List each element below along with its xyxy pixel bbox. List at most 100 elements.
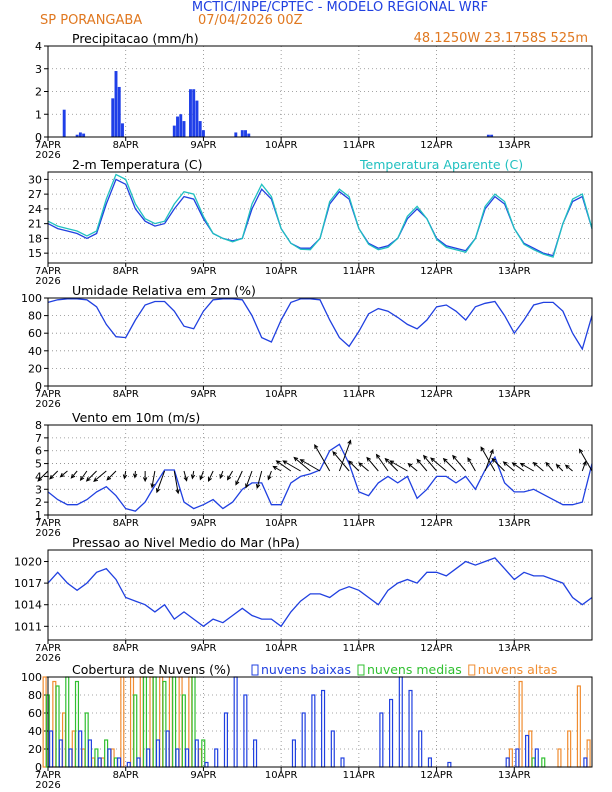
cloud-bar (129, 676, 135, 768)
cloud-bar (528, 730, 533, 768)
wind-arrow (467, 457, 476, 472)
wind-arrow (532, 461, 544, 472)
cloud-bar (55, 685, 60, 768)
wind-arrow (348, 460, 360, 472)
cloud-bar (191, 676, 196, 768)
page-title: MCTIC/INPE/CPTEC - MODELO REGIONAL WRF (192, 0, 488, 15)
legend-swatch (251, 664, 259, 676)
y-tick-label: 6 (35, 445, 42, 458)
y-tick-label: 18 (28, 232, 42, 245)
legend-swatch (468, 664, 476, 676)
x-tick-label: 11APR (343, 266, 376, 277)
x-tick-label: 11APR (343, 140, 376, 151)
cloud-bar (301, 712, 306, 768)
bar (247, 133, 251, 137)
wind-arrow (452, 454, 467, 472)
y-tick-label: 1 (35, 108, 42, 121)
cloud-bar (100, 757, 105, 768)
cloud-bar (525, 734, 530, 768)
cloud-bar (94, 748, 99, 768)
wind-arrow (502, 461, 515, 472)
x-tick-label: 12APR (420, 266, 453, 277)
cloud-bar (162, 680, 167, 768)
y-tick-label: 1 (35, 509, 42, 522)
panel-frame (47, 45, 593, 138)
legend-swatch (357, 664, 365, 676)
cloud-bar (120, 676, 125, 768)
cloud-bar (447, 761, 452, 768)
bar (195, 100, 199, 137)
cloud-bar (71, 730, 76, 768)
wind-arrow (122, 470, 128, 480)
y-tick-label: 3 (35, 483, 42, 496)
cloud-bar (110, 748, 115, 768)
cloud-bar (107, 748, 112, 768)
wind-arrow (235, 470, 243, 486)
x-tick-label: 12APR (420, 770, 453, 781)
wind-arrow (79, 470, 88, 481)
y-tick-label: 80 (28, 310, 42, 323)
panel-title: Vento em 10m (m/s) (72, 410, 200, 425)
wind-arrow (226, 470, 234, 481)
cloud-bar (515, 748, 520, 768)
y-tick-label: 1014 (14, 599, 42, 612)
y-tick-label: 5 (35, 458, 42, 471)
cloud-bar (185, 748, 190, 768)
x-tick-label: 12APR (420, 389, 453, 400)
year-label: 2026 (35, 276, 60, 287)
cloud-bar (214, 748, 219, 768)
wind-arrow (578, 448, 593, 472)
x-tick-label: 9APR (190, 643, 216, 654)
wind-arrow (150, 470, 156, 489)
bar (78, 132, 82, 137)
wind-arrow (366, 456, 379, 472)
wind-arrow (132, 470, 138, 479)
cloud-bar (197, 748, 203, 768)
cloud-bar (311, 694, 316, 768)
cloud-bar (557, 748, 562, 768)
cloud-bar (408, 689, 413, 768)
cloud-bar (149, 676, 154, 768)
panel-frame (47, 549, 593, 641)
wind-arrow (255, 470, 263, 490)
wind-arrow (511, 462, 525, 472)
station: SP PORANGABA (40, 13, 142, 28)
wind-arrow (282, 460, 301, 472)
y-tick-label: 40 (28, 725, 42, 738)
cloud-bar (534, 748, 539, 768)
y-tick-label: 15 (28, 247, 42, 260)
y-tick-label: 24 (28, 203, 42, 216)
bar (179, 114, 183, 137)
wind-arrow (358, 462, 369, 472)
wind-arrow (338, 439, 352, 472)
y-tick-label: 3 (35, 63, 42, 76)
x-tick-label: 12APR (420, 140, 453, 151)
cloud-bar (155, 739, 160, 768)
wind-arrow (207, 470, 214, 483)
bar (114, 71, 118, 137)
location: 48.1250W 23.1758S 525m (414, 31, 588, 46)
bar (111, 98, 115, 137)
x-tick-label: 7APR (35, 770, 61, 781)
y-tick-label: 60 (28, 327, 42, 340)
cloud-bar (81, 748, 86, 768)
cloud-bar (133, 694, 138, 768)
bar (121, 123, 124, 137)
bar (490, 134, 494, 137)
year-label: 2026 (35, 528, 60, 539)
cloud-bar (194, 739, 199, 768)
x-tick-label: 8APR (113, 518, 139, 529)
x-tick-label: 10APR (265, 389, 298, 400)
wind-arrow (93, 470, 107, 483)
cloud-bar (91, 757, 96, 768)
y-tick-label: 27 (28, 188, 42, 201)
cloud-bar (65, 676, 70, 768)
x-tick-label: 11APR (343, 770, 376, 781)
wind-arrow (442, 457, 457, 472)
x-tick-label: 8APR (113, 643, 139, 654)
cloud-bar (223, 712, 228, 768)
x-tick-label: 9APR (190, 518, 216, 529)
wind-arrow (267, 470, 272, 481)
x-tick-label: 13APR (498, 770, 531, 781)
cloud-bar (172, 676, 177, 768)
